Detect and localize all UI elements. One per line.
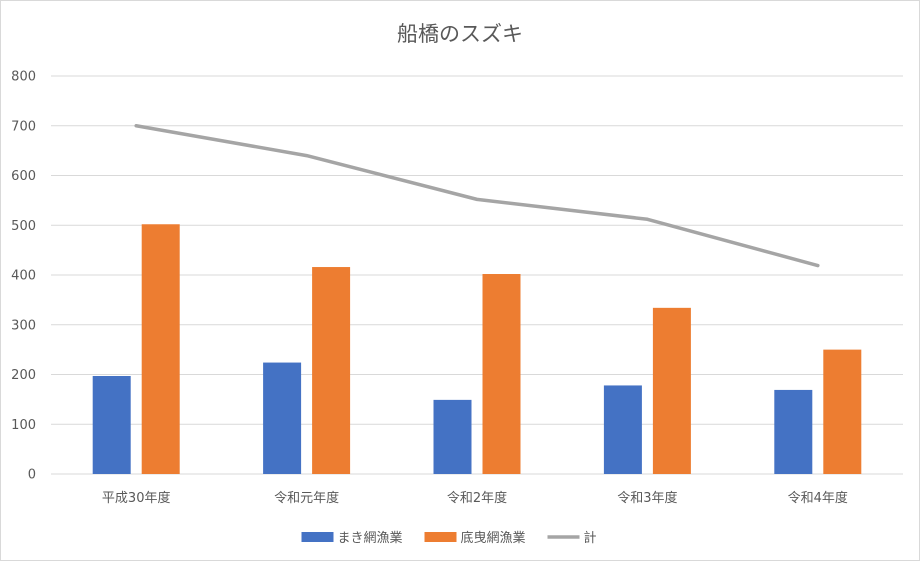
y-tick-label: 200 <box>11 368 36 383</box>
bar-maki-0 <box>92 375 131 474</box>
y-tick-label: 700 <box>11 119 36 134</box>
bar-maki-4 <box>774 389 813 474</box>
x-category-label: 令和元年度 <box>274 490 339 506</box>
bar-sokobiki-3 <box>652 307 691 474</box>
y-axis-ticks: 0 100 200 300 400 500 600 700 800 <box>11 70 36 483</box>
x-category-label: 令和3年度 <box>617 490 677 506</box>
y-tick-label: 0 <box>28 468 36 483</box>
total-line-point <box>134 124 138 128</box>
x-axis-categories: 平成30年度 令和元年度 令和2年度 令和3年度 令和4年度 <box>102 490 848 506</box>
bar-sokobiki-4 <box>823 349 862 474</box>
legend-label: 底曳網漁業 <box>461 530 526 546</box>
bars <box>92 224 862 474</box>
legend-item: 計 <box>547 530 597 546</box>
legend-label: 計 <box>584 530 597 546</box>
y-tick-label: 500 <box>11 219 36 234</box>
legend-swatch <box>301 532 334 542</box>
x-category-label: 令和4年度 <box>788 490 848 506</box>
total-line-point <box>645 217 649 221</box>
bar-maki-3 <box>603 385 642 474</box>
total-line-point <box>816 264 820 268</box>
x-category-label: 令和2年度 <box>447 490 507 506</box>
bar-sokobiki-2 <box>482 274 521 474</box>
total-line <box>134 124 820 268</box>
y-tick-label: 400 <box>11 269 36 284</box>
bar-maki-1 <box>263 362 302 474</box>
gridlines <box>51 75 903 475</box>
y-tick-label: 800 <box>11 70 36 85</box>
legend-swatch <box>424 532 457 542</box>
bar-sokobiki-0 <box>141 224 180 474</box>
y-tick-label: 600 <box>11 169 36 184</box>
legend: まき網漁業 底曳網漁業 計 <box>301 530 597 546</box>
y-tick-label: 300 <box>11 318 36 333</box>
x-category-label: 平成30年度 <box>102 490 171 506</box>
bar-sokobiki-1 <box>312 267 351 474</box>
total-line-point <box>475 197 479 201</box>
total-line-path <box>134 124 820 268</box>
chart-title: 船橋のスズキ <box>397 22 523 46</box>
legend-label: まき網漁業 <box>338 530 403 546</box>
y-tick-label: 100 <box>11 418 36 433</box>
legend-item: 底曳網漁業 <box>424 530 526 546</box>
total-line-point <box>305 154 309 158</box>
legend-item: まき網漁業 <box>301 530 403 546</box>
bar-maki-2 <box>433 399 472 474</box>
